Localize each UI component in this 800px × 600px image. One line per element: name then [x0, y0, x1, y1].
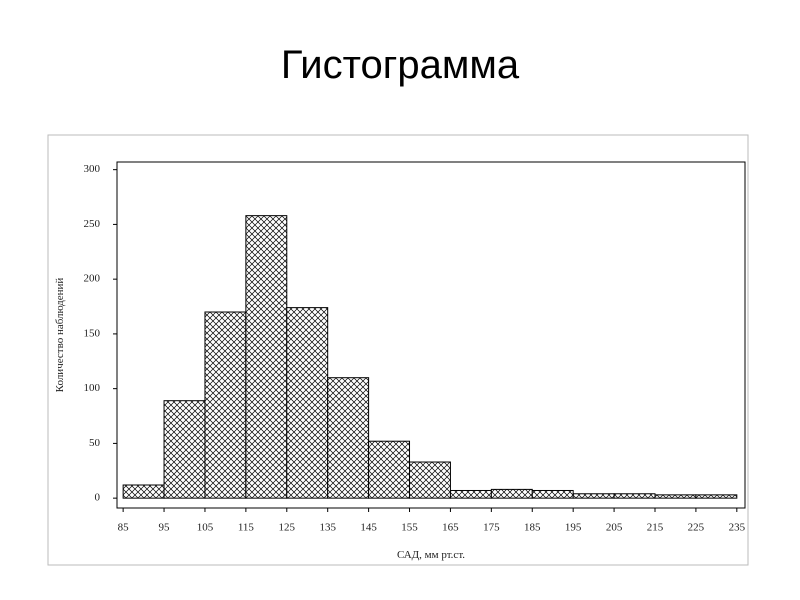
x-tick-label: 125 — [279, 522, 296, 534]
bar — [449, 489, 492, 499]
bar — [286, 307, 329, 499]
y-tick-label: 150 — [84, 327, 101, 339]
bar — [409, 461, 451, 499]
bar — [654, 494, 697, 499]
bar — [163, 400, 206, 499]
x-tick-label: 225 — [688, 522, 705, 534]
chart-title: Гистограмма — [281, 43, 520, 87]
x-tick-label: 205 — [606, 522, 623, 534]
y-tick-label: 50 — [89, 437, 101, 449]
y-tick-label: 250 — [84, 218, 101, 230]
x-tick-label: 95 — [159, 522, 171, 534]
y-tick-label: 0 — [95, 492, 101, 504]
bar — [204, 311, 247, 499]
plot-frame — [116, 161, 746, 509]
bar — [327, 377, 370, 499]
x-tick-label: 115 — [238, 522, 255, 534]
bar — [245, 215, 288, 499]
x-tick-label: 195 — [565, 522, 582, 534]
x-tick-label: 85 — [118, 522, 130, 534]
bar — [531, 489, 574, 499]
x-tick-label: 165 — [442, 522, 459, 534]
bar — [490, 488, 533, 499]
x-tick-label: 105 — [197, 522, 214, 534]
bar — [122, 484, 165, 499]
y-tick-label: 100 — [84, 382, 101, 394]
x-tick-label: 135 — [319, 522, 336, 534]
x-axis-label: САД, мм рт.ст. — [397, 549, 465, 561]
y-tick-label: 300 — [84, 163, 101, 175]
bar — [613, 493, 656, 499]
x-tick-label: 215 — [647, 522, 664, 534]
x-tick-label: 235 — [729, 522, 746, 534]
y-axis-label: Количество наблюдений — [54, 278, 66, 393]
x-tick-label: 155 — [401, 522, 418, 534]
y-tick-label: 200 — [84, 273, 101, 285]
x-tick-label: 175 — [483, 522, 500, 534]
x-tick-label: 185 — [524, 522, 541, 534]
bar — [572, 493, 615, 499]
bar — [368, 440, 411, 499]
chart-frame — [47, 134, 749, 566]
bar — [695, 494, 738, 499]
x-tick-label: 145 — [360, 522, 377, 534]
